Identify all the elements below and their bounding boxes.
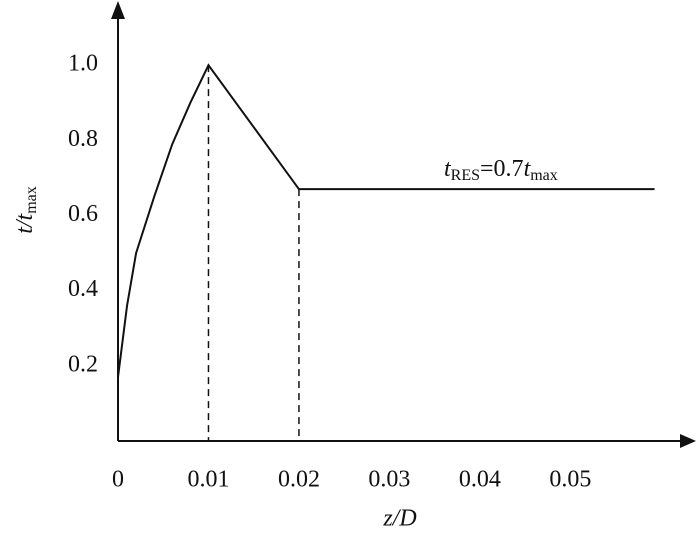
ann-t2: t: [524, 156, 532, 182]
y-tick-label: 0.6: [68, 201, 98, 227]
x-axis-label: z/D: [382, 506, 416, 532]
ann-sub2: max: [530, 167, 558, 184]
y-tick-label: 0.8: [68, 126, 98, 152]
x-tick-label: 0: [112, 467, 124, 493]
y-label-sub: max: [23, 186, 40, 214]
y-axis-label: t/tmax: [12, 186, 40, 234]
x-tick-label: 0.01: [187, 467, 229, 493]
ann-eq: =0.7: [480, 156, 524, 182]
x-tick-label: 0.04: [459, 467, 501, 493]
x-tick-label: 0.02: [278, 467, 320, 493]
annotation: tRES=0.7tmax: [444, 156, 558, 184]
x-axis-arrow: [680, 434, 696, 448]
x-tick-label: 0.03: [368, 467, 410, 493]
y-tick-label: 1.0: [68, 51, 98, 77]
ann-sub: RES: [451, 167, 480, 184]
ann-t: t: [444, 156, 452, 182]
y-label-main: t/t: [12, 212, 38, 233]
y-axis-arrow: [111, 1, 125, 19]
x-tick-label: 0.05: [549, 467, 591, 493]
y-tick-label: 0.2: [68, 351, 98, 377]
curve: [117, 63, 655, 441]
y-tick-label: 0.4: [68, 276, 98, 302]
